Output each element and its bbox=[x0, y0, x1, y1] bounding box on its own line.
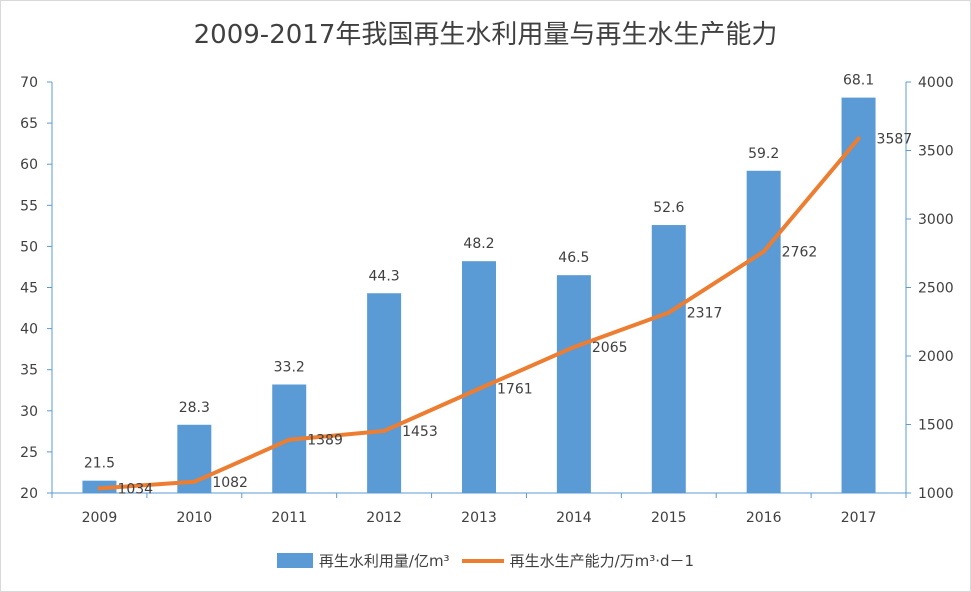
y-right-tick-label: 1000 bbox=[918, 486, 954, 502]
line-data-label: 3587 bbox=[877, 132, 913, 148]
line-data-label: 1082 bbox=[212, 475, 248, 491]
y-right-tick-label: 3500 bbox=[918, 144, 954, 160]
legend-label-line: 再生水生产能力/万m³·d－1 bbox=[509, 552, 695, 570]
x-tick-label: 2012 bbox=[366, 510, 402, 526]
line-point bbox=[192, 479, 197, 484]
y-left-tick-label: 60 bbox=[20, 157, 38, 173]
y-left-tick-label: 50 bbox=[20, 239, 38, 255]
bar-data-label: 59.2 bbox=[748, 146, 779, 162]
x-tick-label: 2014 bbox=[556, 510, 592, 526]
bar bbox=[462, 261, 496, 493]
bar bbox=[841, 97, 876, 494]
line-data-label: 1453 bbox=[402, 424, 438, 440]
line-point bbox=[666, 310, 671, 315]
legend: 再生水利用量/亿m³ 再生水生产能力/万m³·d－1 bbox=[0, 550, 971, 571]
y-left-tick-label: 55 bbox=[20, 198, 38, 214]
legend-bar-swatch bbox=[276, 553, 313, 568]
y-left-tick-label: 45 bbox=[20, 281, 38, 297]
line-data-label: 2317 bbox=[687, 306, 723, 322]
x-tick-label: 2017 bbox=[841, 510, 877, 526]
x-tick-label: 2015 bbox=[651, 510, 687, 526]
bar-data-label: 52.6 bbox=[653, 200, 684, 216]
axes-group: 20 25 30 35 40 45 50 55 60 65 70 1000 1500 2000 2500 30… bbox=[20, 75, 953, 526]
bar-data-label: 44.3 bbox=[369, 268, 400, 284]
bar bbox=[367, 293, 402, 493]
bar bbox=[746, 170, 781, 493]
line-data-label: 2065 bbox=[592, 340, 628, 356]
bar bbox=[651, 225, 686, 493]
legend-line-swatch bbox=[461, 558, 504, 563]
chart-title: 2009-2017年我国再生水利用量与再生水生产能力 bbox=[193, 20, 778, 50]
y-left-tick-label: 40 bbox=[20, 322, 38, 338]
data-labels-group: 21.5 28.3 33.2 44.3 48.2 46.5 52.6 59.2 68.1 1034… bbox=[84, 73, 912, 498]
legend-item-line: 再生水生产能力/万m³·d－1 bbox=[461, 550, 695, 571]
bar bbox=[556, 275, 591, 493]
x-tick-label: 2016 bbox=[746, 510, 782, 526]
bar-data-label: 46.5 bbox=[558, 250, 589, 266]
line-data-label: 1034 bbox=[117, 481, 153, 497]
line-data-label: 1389 bbox=[307, 433, 343, 449]
bars-group bbox=[82, 97, 876, 494]
line-group bbox=[97, 136, 861, 491]
x-tick-label: 2010 bbox=[177, 510, 213, 526]
bar-data-label: 48.2 bbox=[463, 236, 494, 252]
line-point bbox=[571, 345, 576, 350]
line-point bbox=[477, 386, 481, 391]
line-point bbox=[287, 437, 292, 442]
line-data-label: 2762 bbox=[782, 245, 818, 261]
legend-item-bar: 再生水利用量/亿m³ bbox=[276, 550, 450, 571]
y-left-tick-label: 30 bbox=[20, 404, 38, 420]
y-right-tick-label: 3000 bbox=[918, 212, 954, 228]
y-right-tick-label: 1500 bbox=[918, 418, 954, 434]
line-point bbox=[761, 249, 766, 254]
y-right-tick-label: 4000 bbox=[918, 75, 954, 91]
line-data-label: 1761 bbox=[497, 382, 533, 398]
y-right-tick-label: 2000 bbox=[918, 349, 954, 365]
y-left-tick-label: 25 bbox=[20, 445, 38, 461]
y-left-tick-label: 65 bbox=[20, 116, 38, 132]
line-point bbox=[856, 136, 861, 141]
bar-data-label: 33.2 bbox=[274, 359, 305, 375]
y-left-tick-label: 70 bbox=[20, 75, 38, 91]
bar-data-label: 21.5 bbox=[84, 456, 115, 472]
x-tick-label: 2013 bbox=[461, 510, 497, 526]
line-point bbox=[382, 428, 387, 433]
bar-data-label: 68.1 bbox=[843, 73, 874, 89]
y-left-tick-label: 20 bbox=[20, 486, 38, 502]
legend-label-bar: 再生水利用量/亿m³ bbox=[318, 552, 450, 570]
x-tick-label: 2011 bbox=[271, 510, 307, 526]
y-left-tick-label: 35 bbox=[20, 363, 38, 379]
y-right-tick-label: 2500 bbox=[918, 281, 954, 297]
bar-data-label: 28.3 bbox=[179, 400, 210, 416]
x-tick-label: 2009 bbox=[82, 510, 118, 526]
line-point bbox=[97, 486, 102, 491]
